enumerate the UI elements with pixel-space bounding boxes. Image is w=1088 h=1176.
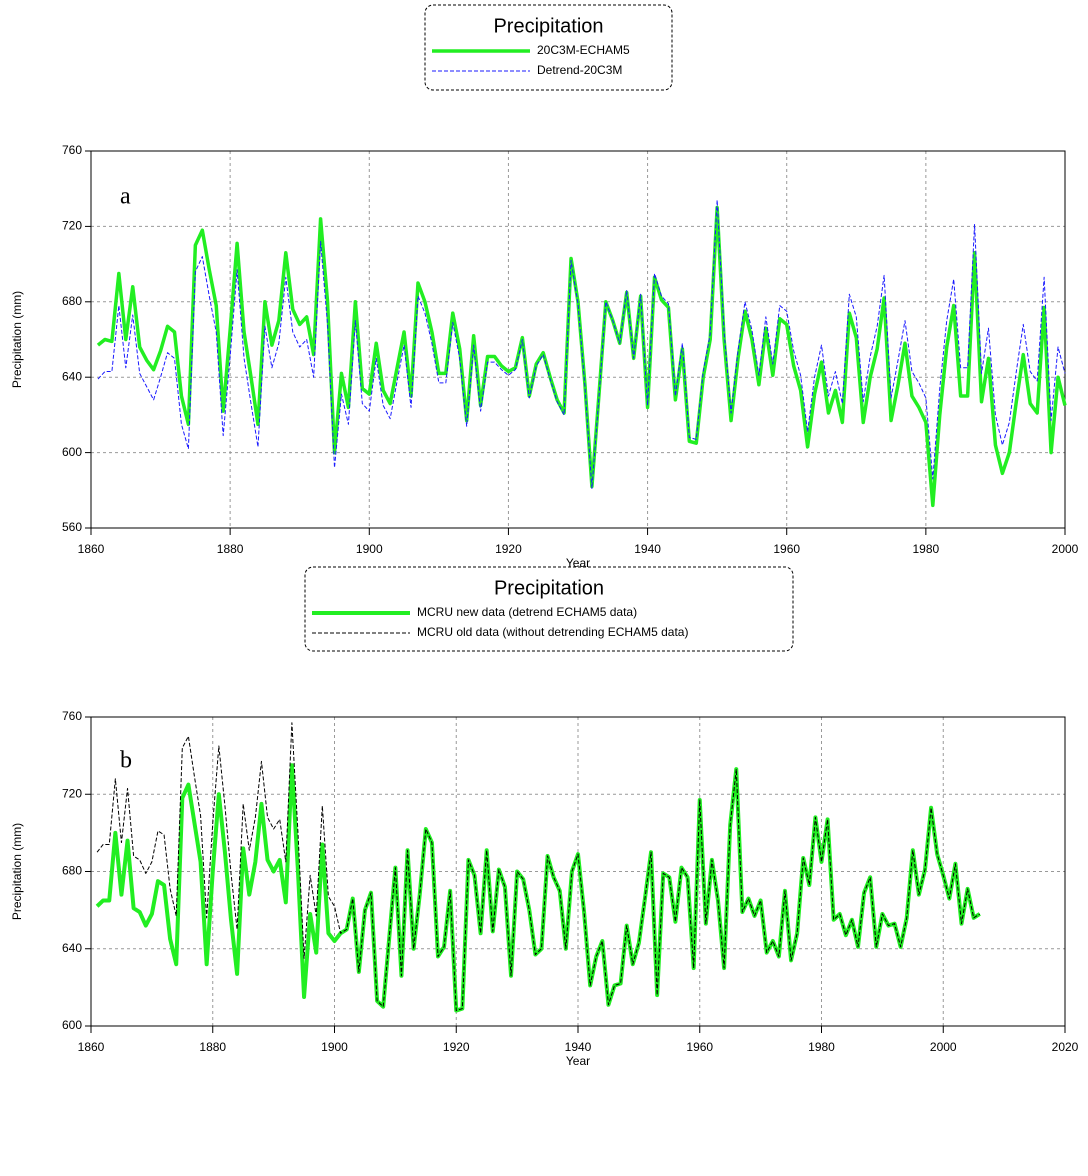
x-tick-label: 1940 <box>565 1040 592 1054</box>
legend-title: Precipitation <box>494 577 604 599</box>
x-tick-label: 1900 <box>321 1040 348 1054</box>
x-tick-label: 1960 <box>686 1040 713 1054</box>
y-tick-label: 680 <box>62 864 82 878</box>
y-tick-label: 720 <box>62 786 82 800</box>
panel-label: a <box>120 184 131 210</box>
x-tick-label: 1980 <box>913 542 940 556</box>
legend-box <box>304 566 794 652</box>
legend-label: MCRU old data (without detrending ECHAM5… <box>417 625 688 639</box>
x-tick-label: 1880 <box>199 1040 226 1054</box>
y-tick-label: 760 <box>62 709 82 723</box>
legend-label: 20C3M-ECHAM5 <box>537 43 630 57</box>
y-tick-label: 600 <box>62 445 82 459</box>
legend-label: MCRU new data (detrend ECHAM5 data) <box>417 605 637 619</box>
x-tick-label: 1860 <box>78 1040 105 1054</box>
plot-frame <box>90 716 1066 1027</box>
x-tick-label: 1860 <box>78 542 105 556</box>
series-line <box>95 763 981 1013</box>
x-tick-label: 1940 <box>634 542 661 556</box>
x-axis-label: Year <box>566 1054 590 1068</box>
y-tick-label: 600 <box>62 1018 82 1032</box>
y-tick-label: 640 <box>62 941 82 955</box>
series-line <box>96 722 981 1012</box>
x-tick-label: 1960 <box>773 542 800 556</box>
x-tick-label: 2020 <box>1052 1040 1079 1054</box>
x-tick-label: 1980 <box>808 1040 835 1054</box>
legend-label: Detrend-20C3M <box>537 63 622 77</box>
plot-frame <box>90 150 1066 529</box>
series-line <box>96 205 1067 508</box>
series-line <box>97 199 1066 489</box>
legend-title: Precipitation <box>493 15 603 37</box>
x-tick-label: 2000 <box>1052 542 1079 556</box>
x-tick-label: 1900 <box>356 542 383 556</box>
x-tick-label: 2000 <box>930 1040 957 1054</box>
x-tick-label: 1920 <box>443 1040 470 1054</box>
legend-box <box>424 4 673 91</box>
y-axis-label: Precipitation (mm) <box>10 823 24 920</box>
y-tick-label: 720 <box>62 219 82 233</box>
y-tick-label: 640 <box>62 369 82 383</box>
x-tick-label: 1880 <box>217 542 244 556</box>
panel-label: b <box>120 748 132 774</box>
x-tick-label: 1920 <box>495 542 522 556</box>
y-axis-label: Precipitation (mm) <box>10 291 24 388</box>
y-tick-label: 760 <box>62 143 82 157</box>
y-tick-label: 560 <box>62 520 82 534</box>
y-tick-label: 680 <box>62 294 82 308</box>
